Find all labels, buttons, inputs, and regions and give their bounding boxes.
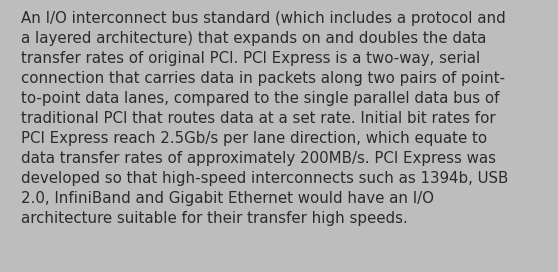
- Text: An I/O interconnect bus standard (which includes a protocol and
a layered archit: An I/O interconnect bus standard (which …: [21, 11, 508, 226]
